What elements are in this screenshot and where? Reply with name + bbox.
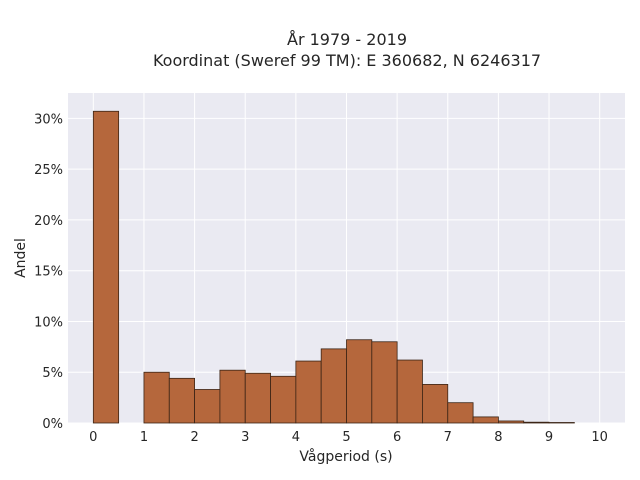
bars xyxy=(92,110,575,424)
x-tick-label: 8 xyxy=(494,430,502,445)
y-tick-label: 10% xyxy=(34,315,63,330)
x-tick-label: 4 xyxy=(292,430,300,445)
histogram-bar xyxy=(346,339,373,424)
x-axis-ticks: 0 1 2 3 4 5 6 7 8 9 10 xyxy=(89,430,608,445)
histogram-bar xyxy=(92,110,120,424)
histogram-bar xyxy=(447,402,474,424)
x-tick-label: 2 xyxy=(190,430,198,445)
x-tick-label: 6 xyxy=(393,430,401,445)
histogram-bar xyxy=(422,384,449,424)
histogram-bar xyxy=(194,389,221,424)
histogram-bar xyxy=(320,348,347,424)
grid-lines xyxy=(68,93,625,424)
y-tick-label: 15% xyxy=(34,265,63,280)
x-tick-label: 5 xyxy=(342,430,350,445)
y-axis-label: Andel xyxy=(13,238,29,278)
histogram-bar xyxy=(270,375,297,424)
histogram-bar xyxy=(371,341,398,424)
y-tick-label: 25% xyxy=(34,163,63,178)
x-tick-label: 7 xyxy=(444,430,452,445)
histogram-bar xyxy=(523,421,550,424)
y-tick-label: 20% xyxy=(34,214,63,229)
histogram-bar xyxy=(498,420,525,424)
histogram-bar xyxy=(472,416,499,424)
chart-subtitle: Koordinat (Sweref 99 TM): E 360682, N 62… xyxy=(153,51,541,70)
histogram-bar xyxy=(295,360,322,424)
histogram-bar xyxy=(143,371,170,424)
histogram-bar xyxy=(219,369,246,424)
histogram-bar xyxy=(548,422,575,424)
y-tick-label: 0% xyxy=(42,417,63,432)
y-axis-ticks: 0% 5% 10% 15% 20% 25% 30% xyxy=(34,112,63,432)
x-axis-label: Vågperiod (s) xyxy=(299,448,392,465)
histogram-bar xyxy=(168,377,195,424)
x-tick-label: 10 xyxy=(591,430,608,445)
histogram-bar xyxy=(396,359,423,424)
x-tick-label: 1 xyxy=(140,430,148,445)
histogram-bar xyxy=(244,372,271,424)
y-tick-label: 30% xyxy=(34,112,63,127)
chart-title: År 1979 - 2019 xyxy=(287,30,407,49)
x-tick-label: 9 xyxy=(545,430,553,445)
x-tick-label: 3 xyxy=(241,430,249,445)
y-tick-label: 5% xyxy=(42,366,63,381)
x-tick-label: 0 xyxy=(89,430,97,445)
